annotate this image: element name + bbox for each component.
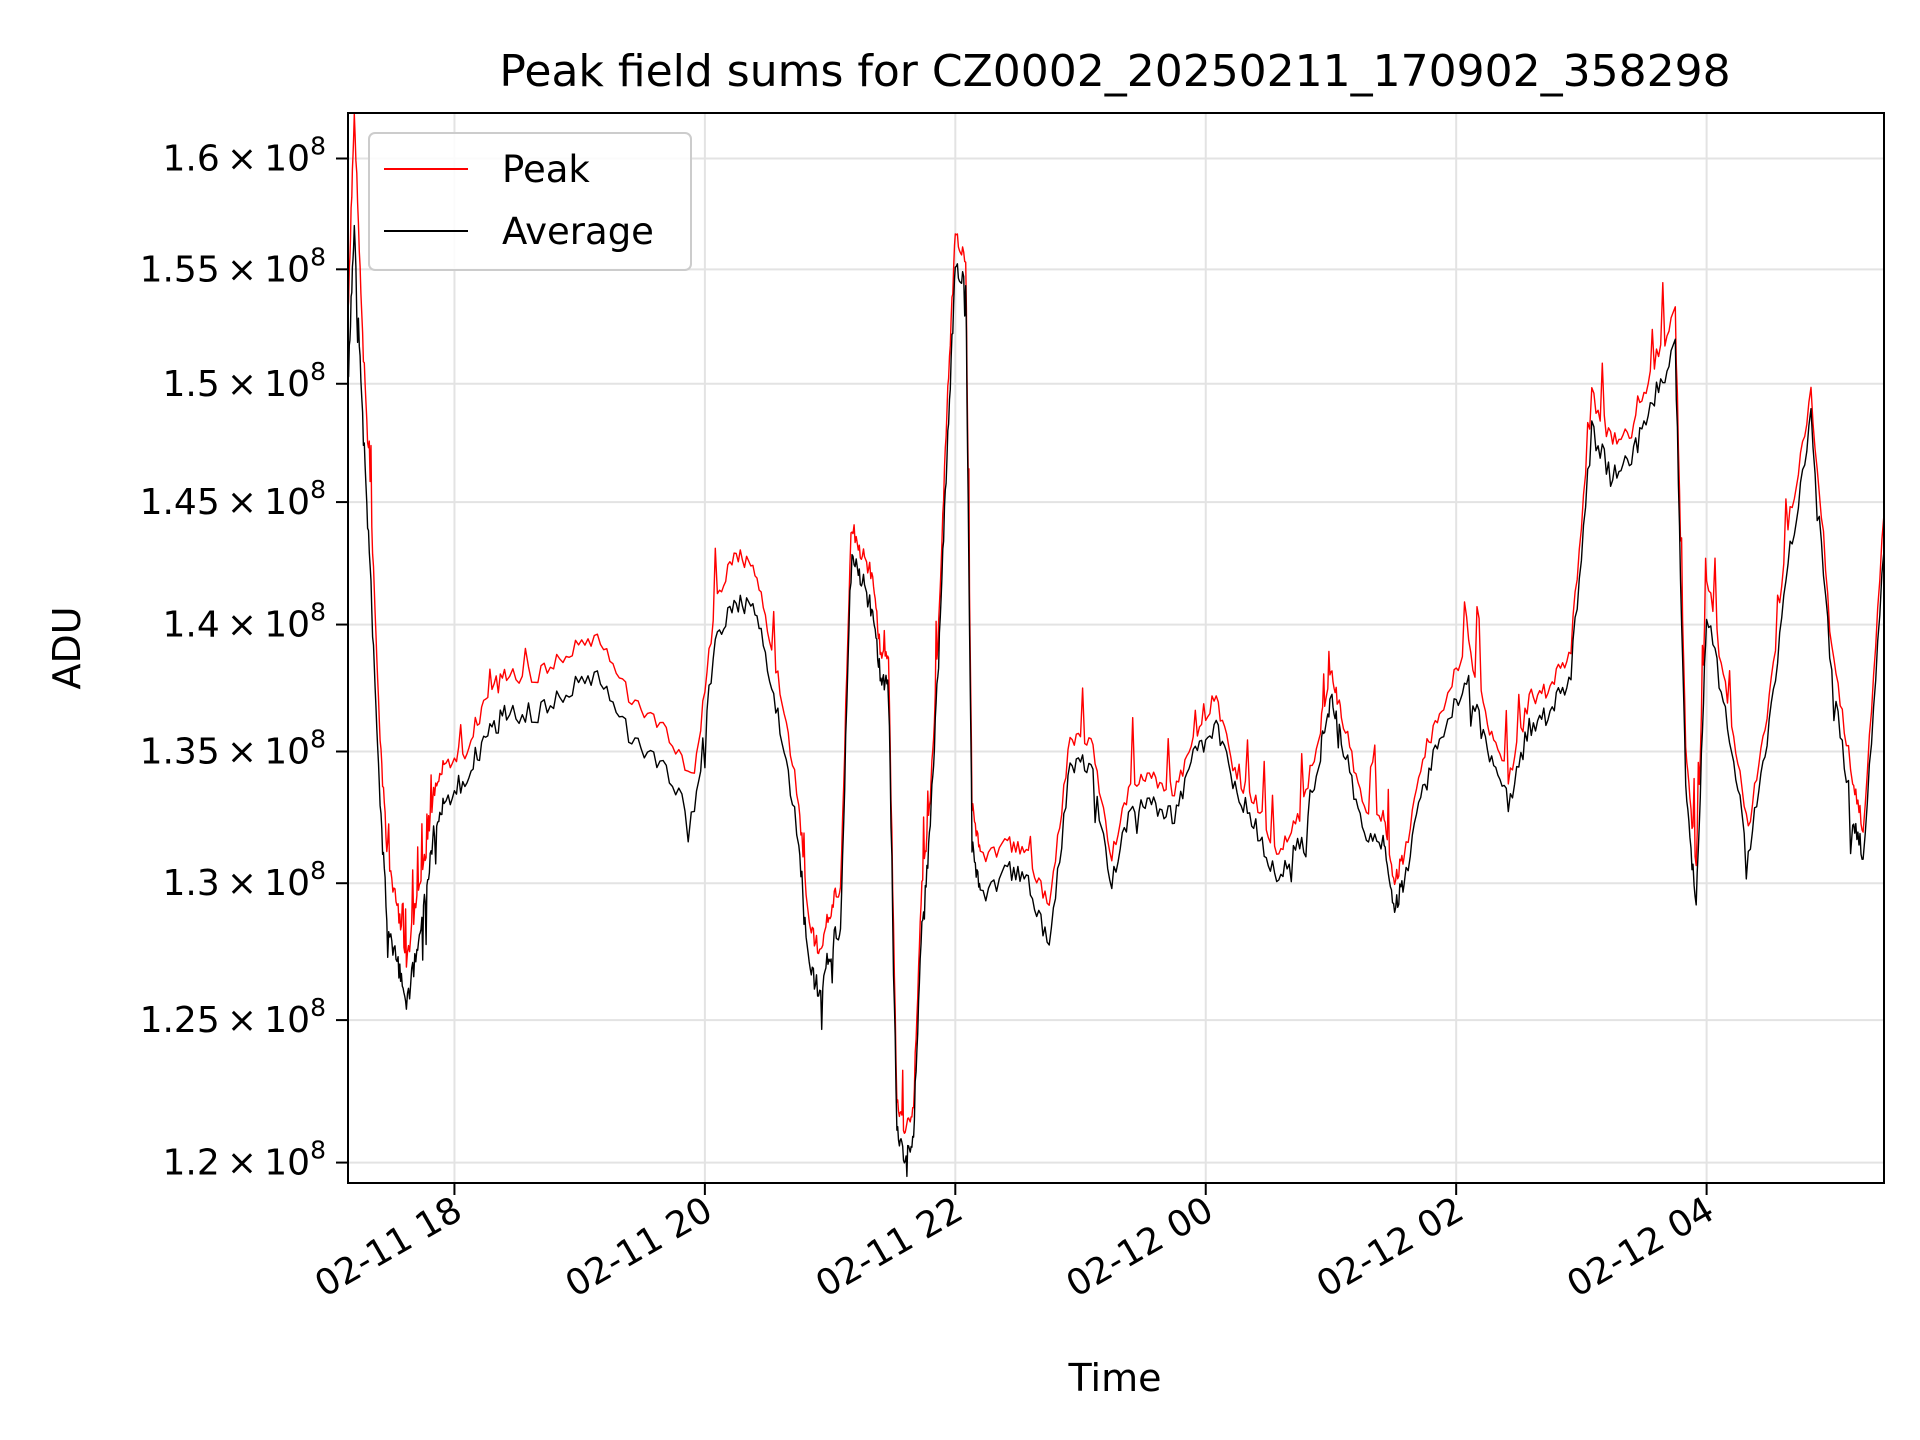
y-tick-label: 1.45 × 108 xyxy=(140,475,326,523)
y-tick-label: 1.55 × 108 xyxy=(140,242,326,290)
y-tick-label: 1.25 × 108 xyxy=(140,993,326,1041)
x-tick-label: 02-12 02 xyxy=(1310,1189,1471,1305)
chart-title: Peak field sums for CZ0002_20250211_1709… xyxy=(499,46,1730,97)
y-tick-times: × 10 xyxy=(220,482,310,523)
x-tick-label: 02-11 20 xyxy=(559,1189,720,1305)
y-tick-times: × 10 xyxy=(220,863,310,904)
y-tick-exponent: 8 xyxy=(310,357,326,386)
y-tick-mantissa: 1.5 xyxy=(162,364,219,405)
legend: Peak Average xyxy=(368,132,692,271)
plot-frame xyxy=(347,112,1885,1184)
plot-series xyxy=(348,113,1884,1178)
x-tick-label: 02-12 04 xyxy=(1560,1189,1721,1305)
series-peak-line xyxy=(348,113,1884,1134)
legend-label-peak: Peak xyxy=(502,148,590,191)
y-tick-label: 1.35 × 108 xyxy=(140,724,326,772)
y-tick-exponent: 8 xyxy=(310,242,326,271)
legend-box xyxy=(368,132,692,271)
x-axis-ticks: 02-11 18 02-11 20 02-11 22 02-12 00 02-12 02… xyxy=(308,1183,1721,1306)
y-tick-label: 1.2 × 108 xyxy=(162,1136,326,1184)
legend-label-average: Average xyxy=(502,210,654,253)
y-tick-times: × 10 xyxy=(220,605,310,646)
y-tick-mantissa: 1.2 xyxy=(162,1143,219,1184)
x-tick-label: 02-11 18 xyxy=(308,1189,469,1305)
x-axis-label: Time xyxy=(1068,1356,1162,1400)
y-tick-times: × 10 xyxy=(220,1000,310,1041)
y-tick-mantissa: 1.55 xyxy=(140,249,220,290)
y-tick-times: × 10 xyxy=(220,139,310,180)
x-tick-label: 02-11 22 xyxy=(809,1189,970,1305)
grid-y-lines xyxy=(348,157,1884,1164)
y-tick-times: × 10 xyxy=(220,731,310,772)
y-tick-times: × 10 xyxy=(220,1143,310,1184)
y-tick-label: 1.3 × 108 xyxy=(162,856,326,904)
y-tick-exponent: 8 xyxy=(310,856,326,885)
y-tick-mantissa: 1.45 xyxy=(140,482,220,523)
grid-x-lines xyxy=(453,113,1708,1183)
y-tick-exponent: 8 xyxy=(310,132,326,161)
y-tick-label: 1.5 × 108 xyxy=(162,357,326,405)
y-axis-label: ADU xyxy=(45,606,89,689)
x-tick-label: 02-12 00 xyxy=(1060,1189,1221,1305)
y-tick-label: 1.6 × 108 xyxy=(162,132,326,180)
series-average-line xyxy=(348,224,1884,1178)
y-tick-mantissa: 1.35 xyxy=(140,731,220,772)
y-tick-mantissa: 1.4 xyxy=(162,605,219,646)
y-tick-mantissa: 1.25 xyxy=(140,1000,220,1041)
y-tick-mantissa: 1.6 xyxy=(162,139,219,180)
y-tick-exponent: 8 xyxy=(310,993,326,1022)
y-tick-times: × 10 xyxy=(220,364,310,405)
y-tick-mantissa: 1.3 xyxy=(162,863,219,904)
y-tick-times: × 10 xyxy=(220,249,310,290)
y-tick-label: 1.4 × 108 xyxy=(162,598,326,646)
y-tick-exponent: 8 xyxy=(310,724,326,753)
grid xyxy=(348,113,1884,1183)
y-tick-exponent: 8 xyxy=(310,598,326,627)
y-tick-exponent: 8 xyxy=(310,475,326,504)
y-tick-exponent: 8 xyxy=(310,1136,326,1165)
